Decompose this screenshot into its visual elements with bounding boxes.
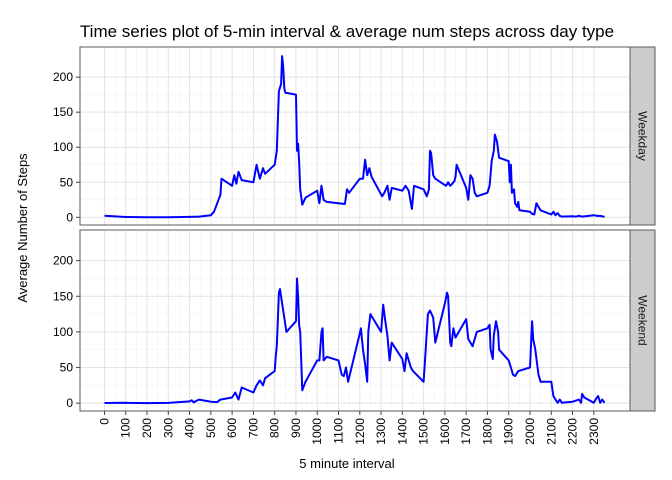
x-tick-label: 1400: [395, 418, 409, 445]
x-tick-label: 2200: [566, 418, 580, 445]
x-tick-label: 800: [268, 418, 282, 438]
x-tick-label: 400: [183, 418, 197, 438]
x-tick-label: 0: [97, 418, 111, 425]
x-tick-label: 900: [289, 418, 303, 438]
y-tick-label: 100: [53, 325, 73, 339]
x-tick-label: 1100: [332, 418, 346, 444]
series-line-weekend: [104, 277, 606, 405]
y-tick-label: 0: [66, 396, 73, 410]
y-tick-label: 200: [53, 254, 73, 268]
facet-panel-weekend: 0 50 100 150 200 Weekend: [53, 229, 656, 412]
facet-strip: [629, 229, 656, 412]
y-tick-label: 50: [60, 175, 74, 189]
x-tick-label: 2300: [587, 418, 601, 445]
y-axis-title: Average Number of Steps: [15, 153, 30, 303]
x-tick-label: 1600: [438, 418, 452, 445]
y-tick-label: 150: [53, 105, 73, 119]
x-tick-label: 1800: [480, 418, 494, 445]
y-tick-label: 200: [53, 70, 73, 84]
x-tick-label: 700: [246, 418, 260, 438]
panel-background: [80, 47, 630, 225]
x-tick-label: 2100: [544, 418, 558, 445]
y-tick-label: 150: [53, 289, 73, 303]
facet-strip-label: Weekday: [636, 111, 650, 161]
y-tick-label: 0: [66, 210, 73, 224]
x-tick-label: 300: [161, 418, 175, 438]
x-tick-label: 1700: [459, 418, 473, 445]
panel-background: [80, 230, 630, 411]
x-tick-label: 600: [225, 418, 239, 438]
chart-title: Time series plot of 5-min interval & ave…: [80, 22, 614, 41]
x-tick-label: 1300: [374, 418, 388, 445]
x-axis-title: 5 minute interval: [299, 456, 394, 471]
x-tick-label: 1500: [417, 418, 431, 445]
x-tick-label: 500: [204, 418, 218, 438]
facet-strip: [629, 46, 656, 226]
facet-panels: 0 50 100 150 200 Weekday 0 50 100 150 200 Weekend: [53, 46, 656, 412]
facet-panel-weekday: 0 50 100 150 200 Weekday: [53, 46, 656, 226]
x-axis: 0 100 200 300 400 500 600 700 800 900 1000 1100 1200…: [97, 411, 601, 445]
series-line-weekday: [104, 55, 605, 219]
x-tick-label: 1900: [502, 418, 516, 445]
x-tick-label: 1200: [353, 418, 367, 445]
x-tick-label: 1000: [310, 418, 324, 445]
facet-strip-label: Weekend: [636, 295, 650, 345]
x-tick-label: 200: [140, 418, 154, 438]
x-tick-label: 100: [119, 418, 133, 438]
x-tick-label: 2000: [523, 418, 537, 445]
y-tick-label: 50: [60, 361, 74, 375]
y-tick-label: 100: [53, 140, 73, 154]
